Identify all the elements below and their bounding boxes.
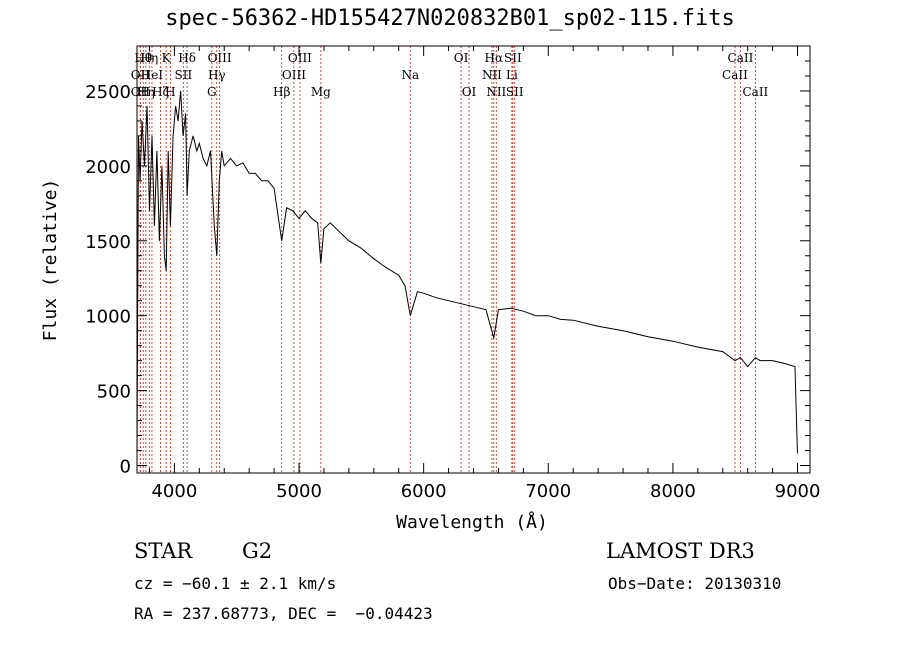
x-tick-label: 6000 bbox=[401, 481, 447, 502]
redshift-velocity: cz = −60.1 ± 2.1 km/s bbox=[134, 574, 337, 593]
line-label: G bbox=[207, 85, 217, 99]
x-tick-label: 9000 bbox=[775, 481, 821, 502]
x-axis-label: Wavelength (Å) bbox=[396, 511, 548, 533]
line-label: NII bbox=[482, 68, 502, 82]
line-label: SII bbox=[504, 51, 522, 65]
line-label: Mg bbox=[311, 85, 331, 99]
line-label: OII bbox=[131, 85, 151, 99]
line-label: NII bbox=[486, 85, 506, 99]
line-label: Hη bbox=[137, 85, 155, 99]
line-label: SII bbox=[506, 85, 524, 99]
x-tick-label: 7000 bbox=[525, 481, 571, 502]
line-label: OIII bbox=[282, 68, 306, 82]
line-label: CaII bbox=[742, 85, 768, 99]
chart-title: spec-56362-HD155427N020832B01_sp02-115.f… bbox=[165, 6, 735, 31]
line-label: OII bbox=[131, 68, 151, 82]
y-axis-label: Flux (relative) bbox=[40, 179, 61, 342]
line-label: K bbox=[162, 51, 172, 65]
line-label: Hη bbox=[141, 51, 159, 65]
line-label: CaII bbox=[722, 68, 748, 82]
line-label: H bbox=[165, 85, 175, 99]
x-axis-ticks: 4000 5000 6000 7000 8000 9000 bbox=[148, 46, 821, 502]
line-label: Hζ bbox=[152, 85, 169, 99]
y-tick-label: 0 bbox=[120, 457, 131, 478]
object-subclass: G2 bbox=[242, 539, 273, 563]
line-label: OI bbox=[454, 51, 469, 65]
spectral-line-labels: HθOIIOIIHηHηHeIHζKHSIIHδGHγOIIIHβOIIIOII… bbox=[131, 51, 769, 99]
y-axis-ticks: 0 500 1000 1500 2000 2500 bbox=[85, 60, 810, 478]
line-label: Hα bbox=[485, 51, 504, 65]
line-label: Hθ bbox=[134, 51, 152, 65]
spectrum-series-line bbox=[136, 90, 798, 466]
observation-date: Obs−Date: 20130310 bbox=[608, 574, 782, 593]
y-tick-label: 1000 bbox=[85, 307, 131, 328]
y-tick-label: 1500 bbox=[85, 232, 131, 253]
line-label: Hβ bbox=[273, 85, 290, 99]
spectral-line-markers bbox=[139, 46, 756, 473]
x-tick-label: 4000 bbox=[151, 481, 197, 502]
line-label: HeI bbox=[141, 68, 164, 82]
plot-frame bbox=[136, 45, 811, 474]
line-label: Li bbox=[506, 68, 518, 82]
line-label: OIII bbox=[208, 51, 232, 65]
x-tick-label: 5000 bbox=[276, 481, 322, 502]
line-label: SII bbox=[175, 68, 193, 82]
line-label: OIII bbox=[288, 51, 312, 65]
line-label: Hδ bbox=[178, 51, 196, 65]
object-class: STAR bbox=[134, 539, 193, 563]
line-label: Na bbox=[401, 68, 419, 82]
y-tick-label: 2000 bbox=[85, 157, 131, 178]
line-label: OI bbox=[462, 85, 477, 99]
x-tick-label: 8000 bbox=[650, 481, 696, 502]
y-tick-label: 500 bbox=[97, 382, 131, 403]
line-label: CaII bbox=[728, 51, 754, 65]
survey-name: LAMOST DR3 bbox=[606, 539, 755, 563]
y-tick-label: 2500 bbox=[85, 82, 131, 103]
ra-dec-coordinates: RA = 237.68773, DEC = −0.04423 bbox=[134, 604, 433, 623]
line-label: Hγ bbox=[208, 68, 226, 82]
